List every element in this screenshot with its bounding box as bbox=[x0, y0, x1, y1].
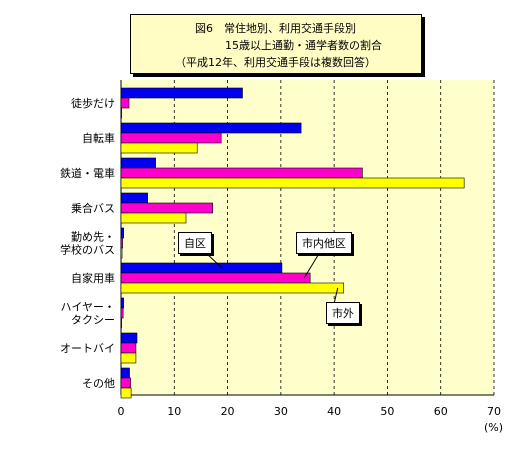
category-label: 学校のバス bbox=[60, 243, 115, 257]
chart-note: （平成12年、利用交通手段は複数回答） bbox=[175, 56, 376, 69]
bar bbox=[120, 387, 132, 399]
callout-pointer bbox=[204, 251, 223, 269]
tick-labels: 0 10 20 30 40 50 60 70 bbox=[118, 405, 502, 418]
bar bbox=[120, 227, 124, 239]
bar bbox=[120, 352, 137, 364]
category-label: 鉄道・電車 bbox=[60, 166, 115, 180]
bar bbox=[120, 307, 124, 319]
callout-shinai: 市内他区 bbox=[296, 232, 352, 254]
chart-subtitle: 15歳以上通勤・通学者数の割合 bbox=[181, 39, 382, 52]
bar bbox=[120, 167, 363, 179]
bar bbox=[120, 192, 148, 204]
bar bbox=[120, 212, 187, 224]
callout-shigai: 市外 bbox=[326, 302, 360, 324]
unit-label: (%) bbox=[484, 421, 503, 434]
category-label: 自家用車 bbox=[71, 271, 115, 285]
callout-jiku: 自区 bbox=[178, 232, 212, 254]
tick-label: 30 bbox=[274, 405, 288, 418]
category-labels: 徒歩だけ自転車鉄道・電車乗合バス勤め先・学校のバス自家用車ハイヤー・タクシーオー… bbox=[60, 96, 115, 390]
bar bbox=[120, 262, 283, 274]
callout-pointer bbox=[333, 287, 339, 305]
bar bbox=[120, 237, 123, 249]
bar bbox=[120, 332, 138, 344]
chart-title-box: 図6 常住地別、利用交通手段別 15歳以上通勤・通学者数の割合 （平成12年、利… bbox=[130, 14, 422, 74]
category-label: その他 bbox=[82, 377, 115, 390]
bar bbox=[120, 122, 302, 134]
callout-pointers bbox=[204, 251, 339, 305]
tick-label: 0 bbox=[118, 405, 125, 418]
tick-label: 10 bbox=[167, 405, 181, 418]
category-label: 徒歩だけ bbox=[71, 96, 115, 110]
bar bbox=[120, 297, 124, 309]
bar bbox=[120, 157, 156, 169]
tick-label: 40 bbox=[327, 405, 341, 418]
tick-label: 60 bbox=[434, 405, 448, 418]
bar bbox=[120, 97, 130, 109]
chart-title: 図6 常住地別、利用交通手段別 bbox=[195, 22, 356, 35]
category-label: 勤め先・ bbox=[71, 231, 115, 244]
category-label: オートバイ bbox=[60, 342, 115, 355]
bar bbox=[120, 377, 131, 389]
category-label: 乗合バス bbox=[71, 201, 115, 215]
category-label: ハイヤー・ bbox=[61, 301, 115, 314]
bar bbox=[120, 202, 213, 214]
category-label: 自転車 bbox=[82, 131, 115, 145]
bar bbox=[120, 282, 345, 294]
bar bbox=[120, 342, 137, 354]
tick-label: 70 bbox=[487, 405, 501, 418]
tick-label: 50 bbox=[380, 405, 394, 418]
bar bbox=[120, 142, 198, 154]
bar bbox=[120, 87, 243, 99]
category-label: タクシー bbox=[71, 314, 115, 327]
tick-label: 20 bbox=[221, 405, 235, 418]
bars bbox=[120, 87, 465, 399]
bar bbox=[120, 272, 311, 284]
bar bbox=[120, 107, 122, 119]
bar bbox=[120, 177, 465, 189]
bar bbox=[120, 317, 122, 329]
bar bbox=[120, 247, 123, 259]
callout-pointer bbox=[303, 251, 321, 279]
bar bbox=[120, 367, 130, 379]
bar bbox=[120, 132, 222, 144]
